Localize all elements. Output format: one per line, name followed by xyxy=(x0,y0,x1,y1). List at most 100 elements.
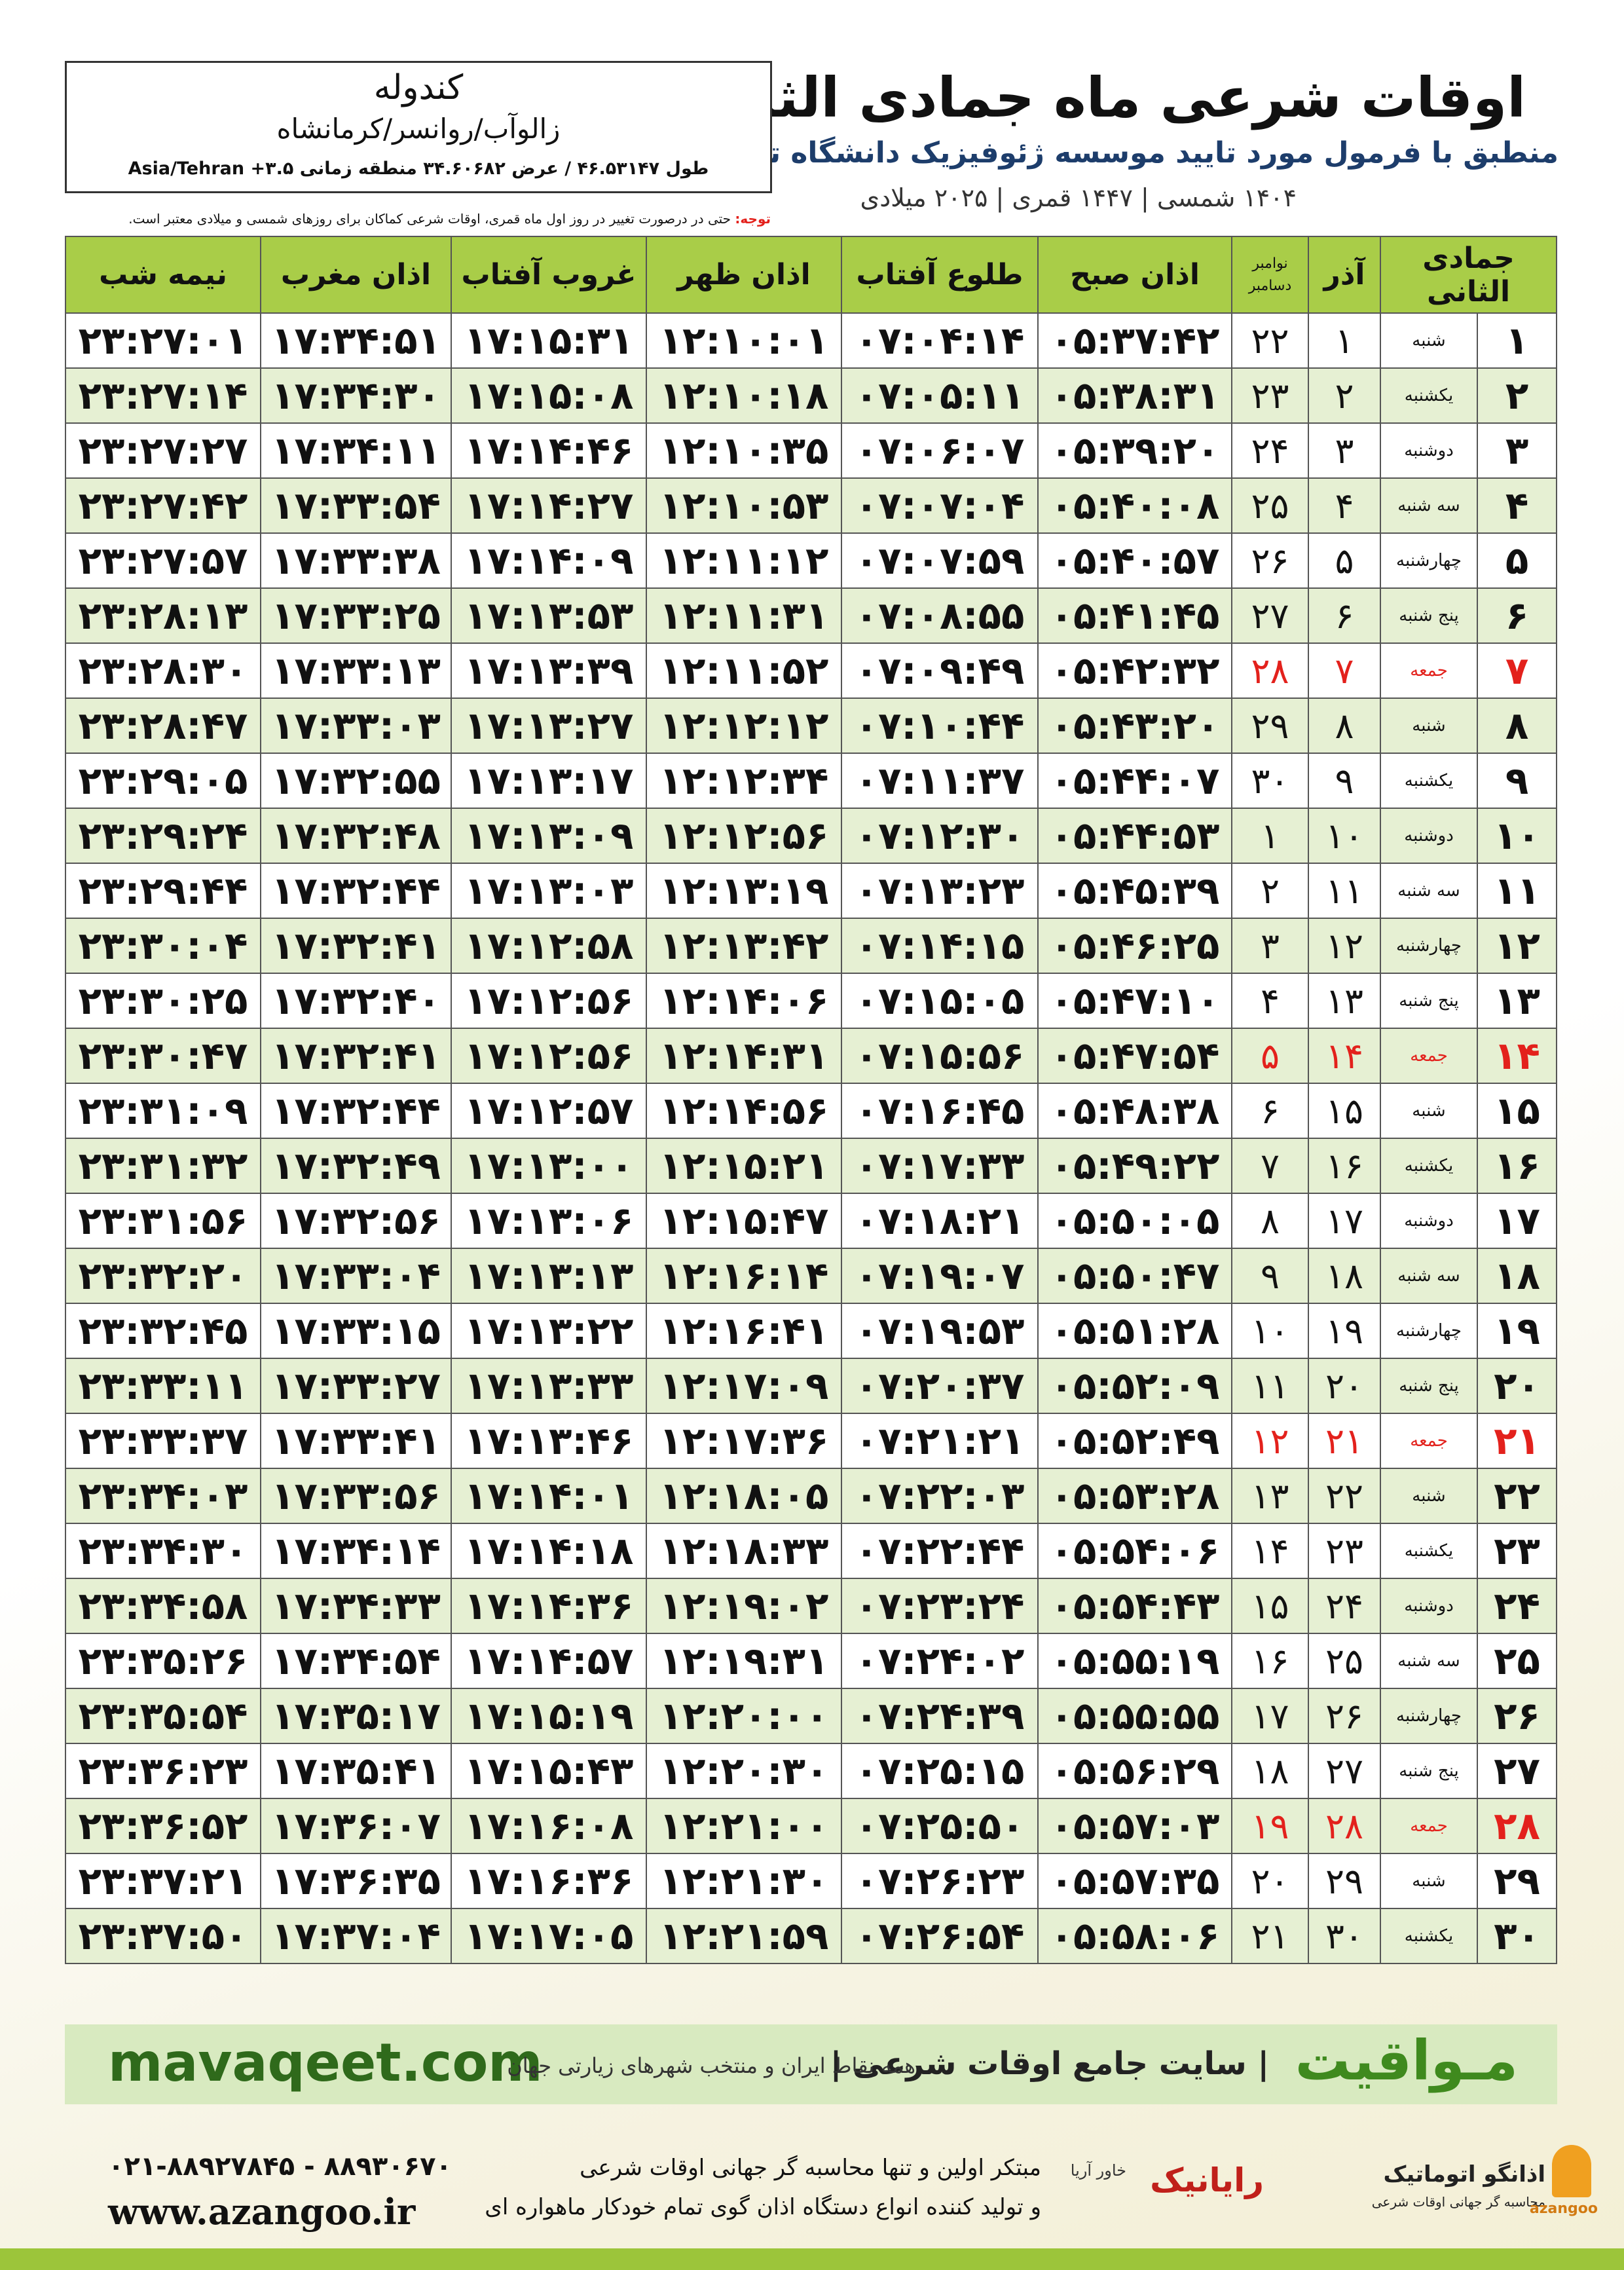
table-cell: ۱۷:۳۲:۴۴ xyxy=(260,863,452,919)
table-cell: ۲۴ xyxy=(1308,1578,1381,1634)
table-cell: ۰۷:۲۵:۱۵ xyxy=(841,1743,1039,1799)
table-row: ۹ یکشنبه ۹ ۳۰ ۰۵:۴۴:۰۷ ۰۷:۱۱:۳۷ ۱۲:۱۲:۳۴ ۱۷:۱۳:… xyxy=(65,753,1558,809)
table-cell: ۱۷:۳۴:۱۱ xyxy=(260,422,452,479)
table-cell: ۲ xyxy=(1477,367,1558,424)
table-cell: ۱۷:۳۳:۱۵ xyxy=(260,1303,452,1359)
table-cell: ۲۱ xyxy=(1308,1413,1381,1469)
table-cell: ۳۰ xyxy=(1477,1908,1558,1964)
table-cell: ۱۷:۱۳:۱۳ xyxy=(451,1248,647,1304)
table-cell: ۱ xyxy=(1477,312,1558,369)
table-cell: ۲۲ xyxy=(1308,1468,1381,1524)
table-cell: ۰۵:۴۵:۳۹ xyxy=(1037,863,1232,919)
table-cell: ۱۴ xyxy=(1308,1028,1381,1084)
table-cell: ۲۳:۳۰:۴۷ xyxy=(65,1028,261,1084)
table-cell: ۰۷:۲۲:۴۴ xyxy=(841,1523,1039,1579)
table-row: ۴ سه شنبه ۴ ۲۵ ۰۵:۴۰:۰۸ ۰۷:۰۷:۰۴ ۱۲:۱۰:۵۳ ۱۷:۱۴… xyxy=(65,477,1558,534)
table-cell: ۱۲:۱۰:۱۸ xyxy=(646,367,842,424)
table-cell: ۰۵:۴۹:۲۲ xyxy=(1037,1138,1232,1194)
table-cell: ۲۳:۳۱:۵۶ xyxy=(65,1193,261,1249)
table-row: ۱ شنبه ۱ ۲۲ ۰۵:۳۷:۴۲ ۰۷:۰۴:۱۴ ۱۲:۱۰:۰۱ ۱۷:۱۵:۳۱… xyxy=(65,312,1558,369)
table-cell: ۱۷:۱۳:۲۲ xyxy=(451,1303,647,1359)
table-cell: ۴ xyxy=(1231,973,1309,1029)
table-cell: ۱۲:۱۱:۵۲ xyxy=(646,642,842,699)
table-cell: ۲ xyxy=(1231,863,1309,919)
table-cell: ۱۲:۱۹:۰۲ xyxy=(646,1578,842,1634)
table-cell: ۲۳:۲۹:۰۵ xyxy=(65,753,261,809)
header-bottom: دسامبر xyxy=(1248,277,1292,294)
table-cell: ۱۷:۱۷:۰۵ xyxy=(451,1908,647,1964)
table-cell: ۲ xyxy=(1308,367,1381,424)
table-cell: ۱۴ xyxy=(1231,1523,1309,1579)
table-cell: ۱۷:۳۳:۴۱ xyxy=(260,1413,452,1469)
table-cell: ۱۰ xyxy=(1308,808,1381,864)
table-row: ۲۲ شنبه ۲۲ ۱۳ ۰۵:۵۳:۲۸ ۰۷:۲۲:۰۳ ۱۲:۱۸:۰۵ ۱۷:۱۴:… xyxy=(65,1468,1558,1524)
table-cell: ۰۷:۱۵:۵۶ xyxy=(841,1028,1039,1084)
table-cell: ۲۳:۳۵:۲۶ xyxy=(65,1633,261,1689)
table-cell: ۸ xyxy=(1308,698,1381,754)
table-cell: ۱۲:۱۶:۴۱ xyxy=(646,1303,842,1359)
table-cell: دوشنبه xyxy=(1379,1193,1479,1249)
table-cell: ۰۷:۰۸:۵۵ xyxy=(841,587,1039,644)
table-cell: ۱۷:۱۴:۲۷ xyxy=(451,477,647,534)
location-box: کندوله زالوآب/روانسر/کرمانشاه طول ۴۶.۵۳۱… xyxy=(65,61,772,193)
table-cell: شنبه xyxy=(1379,1853,1479,1909)
logo-azangoo-sub: محاسبه گر جهانی اوقات شرعی xyxy=(1371,2194,1545,2210)
table-cell: ۰۷:۱۰:۴۴ xyxy=(841,698,1039,754)
tagline: | سایت جامع اوقات شرعی | xyxy=(830,2045,1269,2082)
table-cell: ۱۲:۲۰:۳۰ xyxy=(646,1743,842,1799)
table-cell: ۱۲:۱۴:۵۶ xyxy=(646,1083,842,1139)
table-cell: ۰۵:۵۶:۲۹ xyxy=(1037,1743,1232,1799)
table-cell: ۱۳ xyxy=(1231,1468,1309,1524)
table-row: ۲۳ یکشنبه ۲۳ ۱۴ ۰۵:۵۴:۰۶ ۰۷:۲۲:۴۴ ۱۲:۱۸:۳۳ ۱۷:۱… xyxy=(65,1523,1558,1579)
table-row: ۱۵ شنبه ۱۵ ۶ ۰۵:۴۸:۳۸ ۰۷:۱۶:۴۵ ۱۲:۱۴:۵۶ ۱۷:۱۲:۵… xyxy=(65,1083,1558,1139)
table-cell: ۲۲ xyxy=(1231,312,1309,369)
logo-rayanik-sub: خاور آریا xyxy=(1070,2161,1126,2180)
table-cell: ۱۲:۱۷:۰۹ xyxy=(646,1358,842,1414)
table-cell: ۲۰ xyxy=(1477,1358,1558,1414)
table-cell: ۱۱ xyxy=(1308,863,1381,919)
table-row: ۲۵ سه شنبه ۲۵ ۱۶ ۰۵:۵۵:۱۹ ۰۷:۲۴:۰۲ ۱۲:۱۹:۳۱ ۱۷:… xyxy=(65,1633,1558,1689)
table-cell: ۱ xyxy=(1231,808,1309,864)
table-cell: ۲۱ xyxy=(1477,1413,1558,1469)
table-cell: ۳۰ xyxy=(1231,753,1309,809)
table-cell: ۱۷:۱۵:۴۳ xyxy=(451,1743,647,1799)
table-cell: ۰۵:۴۷:۵۴ xyxy=(1037,1028,1232,1084)
table-cell: ۶ xyxy=(1477,587,1558,644)
table-cell: ۲۳ xyxy=(1308,1523,1381,1579)
table-cell: ۲۳:۳۳:۱۱ xyxy=(65,1358,261,1414)
table-cell: ۱۷:۱۴:۰۱ xyxy=(451,1468,647,1524)
coverage: همه نقاط ایران و منتخب شهرهای زیارتی جها… xyxy=(507,2053,915,2078)
table-row: ۲۰ پنج شنبه ۲۰ ۱۱ ۰۵:۵۲:۰۹ ۰۷:۲۰:۳۷ ۱۲:۱۷:۰۹ ۱۷… xyxy=(65,1358,1558,1414)
table-cell: ۲۳:۳۴:۰۳ xyxy=(65,1468,261,1524)
table-cell: ۱۷:۳۲:۵۶ xyxy=(260,1193,452,1249)
web: www.azangoo.ir xyxy=(108,2191,416,2233)
table-cell: ۲۳:۳۴:۵۸ xyxy=(65,1578,261,1634)
header-cell: طلوع آفتاب xyxy=(841,236,1039,314)
table-cell: ۱۷:۳۳:۳۸ xyxy=(260,532,452,589)
table-cell: شنبه xyxy=(1379,1083,1479,1139)
table-cell: ۱۷:۳۳:۱۳ xyxy=(260,642,452,699)
region: زالوآب/روانسر/کرمانشاه xyxy=(276,113,561,145)
table-cell: ۱۷:۱۳:۱۷ xyxy=(451,753,647,809)
table-cell: ۱۷ xyxy=(1308,1193,1381,1249)
table-cell: ۲۳:۳۳:۳۷ xyxy=(65,1413,261,1469)
table-cell: ۱۲:۲۰:۰۰ xyxy=(646,1688,842,1744)
logo-azangoo: اذانگو اتوماتیک xyxy=(1383,2161,1545,2187)
title: اوقات شرعی ماه جمادی الثانی xyxy=(680,65,1526,130)
table-cell: یکشنبه xyxy=(1379,1908,1479,1964)
table-cell: ۱ xyxy=(1308,312,1381,369)
table-cell: ۱۷:۱۵:۳۱ xyxy=(451,312,647,369)
table-cell: ۱۷:۱۳:۰۹ xyxy=(451,808,647,864)
table-cell: ۱۷:۱۵:۰۸ xyxy=(451,367,647,424)
table-cell: ۰۵:۳۸:۳۱ xyxy=(1037,367,1232,424)
table-cell: ۰۵:۵۵:۵۵ xyxy=(1037,1688,1232,1744)
table-cell: ۲۳:۳۴:۳۰ xyxy=(65,1523,261,1579)
table-cell: ۰۵:۴۰:۵۷ xyxy=(1037,532,1232,589)
table-cell: یکشنبه xyxy=(1379,1138,1479,1194)
table-cell: ۰۵:۴۲:۳۲ xyxy=(1037,642,1232,699)
table-cell: ۲۳:۲۹:۴۴ xyxy=(65,863,261,919)
table-cell: ۰۵:۵۷:۰۳ xyxy=(1037,1798,1232,1854)
table-cell: چهارشنبه xyxy=(1379,1303,1479,1359)
table-cell: ۱۲ xyxy=(1477,918,1558,974)
table-cell: ۰۷:۱۷:۳۳ xyxy=(841,1138,1039,1194)
